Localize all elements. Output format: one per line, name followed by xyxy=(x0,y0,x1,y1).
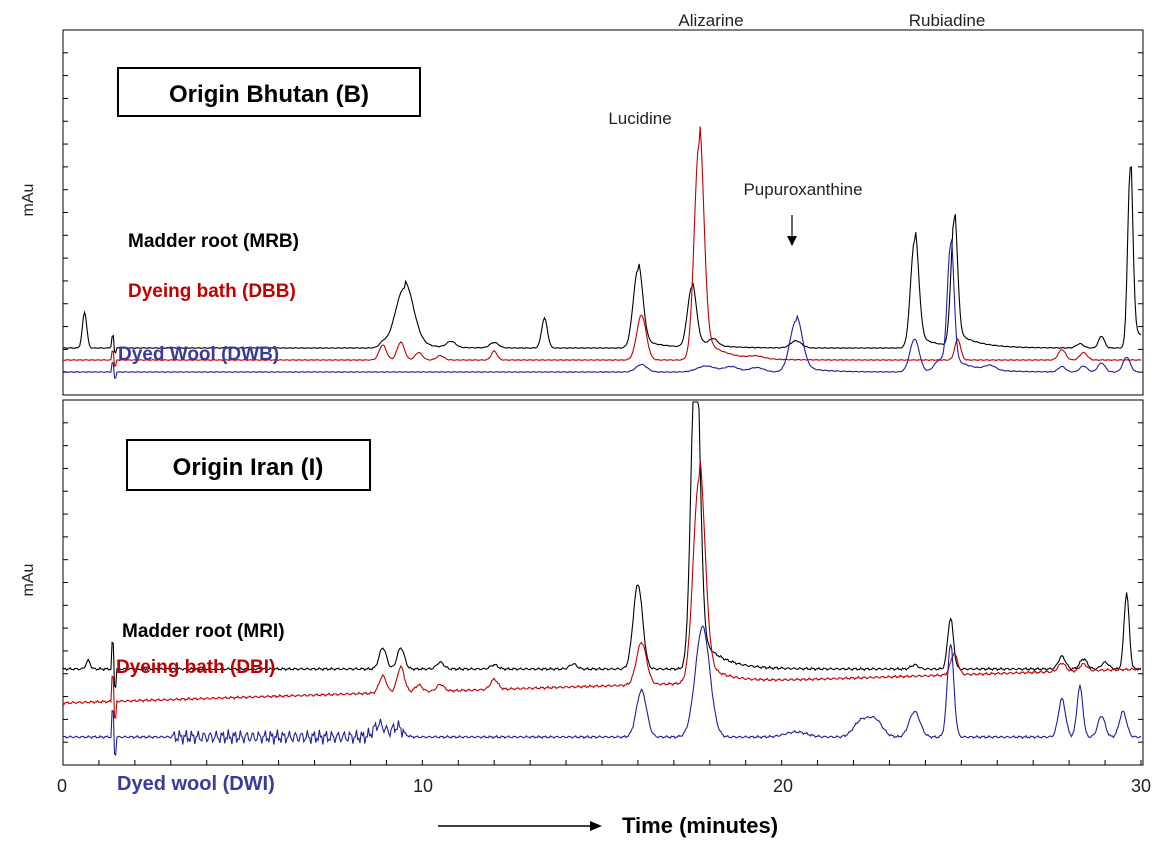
bottom-trace-2 xyxy=(62,625,1142,757)
top-chart-title: Origin Bhutan (B) xyxy=(169,81,369,108)
pupuroxanthine-arrow-head xyxy=(787,236,797,246)
top-title-box xyxy=(117,67,421,117)
x-tick-label-30: 30 xyxy=(1131,776,1151,796)
peak-label-lucidine: Lucidine xyxy=(608,109,671,128)
x-axis-arrow-head xyxy=(590,821,602,831)
x-tick-label-10: 10 xyxy=(413,776,433,796)
top-trace-1 xyxy=(62,126,1142,368)
series-label-mrb: Madder root (MRB) xyxy=(128,231,299,252)
x-tick-label-20: 20 xyxy=(773,776,793,796)
axis-ticks xyxy=(62,29,1143,766)
series-label-dbi: Dyeing bath (DBI) xyxy=(116,657,275,678)
x-tick-label-0: 0 xyxy=(57,776,67,796)
peak-label-alizarine: Alizarine xyxy=(678,11,743,30)
x-axis-label: Time (minutes) xyxy=(622,813,778,838)
bottom-chart-title: Origin Iran (I) xyxy=(173,454,324,481)
peak-label-rubiadine: Rubiadine xyxy=(909,11,986,30)
series-label-dwi: Dyed wool (DWI) xyxy=(117,773,275,795)
bottom-trace-1 xyxy=(62,459,1142,719)
bottom-title-box xyxy=(126,439,371,491)
top-trace-2 xyxy=(62,239,1141,379)
peak-label-pupuroxanthine: Pupuroxanthine xyxy=(743,180,862,199)
series-label-dbb: Dyeing bath (DBB) xyxy=(128,281,296,302)
series-label-mri: Madder root (MRI) xyxy=(122,621,285,642)
traces-group xyxy=(62,126,1142,757)
top-trace-0 xyxy=(62,166,1142,355)
top-y-axis-label: mAu xyxy=(20,184,37,217)
bottom-trace-0 xyxy=(62,401,1142,689)
series-label-dwb: Dyed Wool (DWB) xyxy=(118,344,279,365)
bottom-y-axis-label: mAu xyxy=(20,564,37,597)
